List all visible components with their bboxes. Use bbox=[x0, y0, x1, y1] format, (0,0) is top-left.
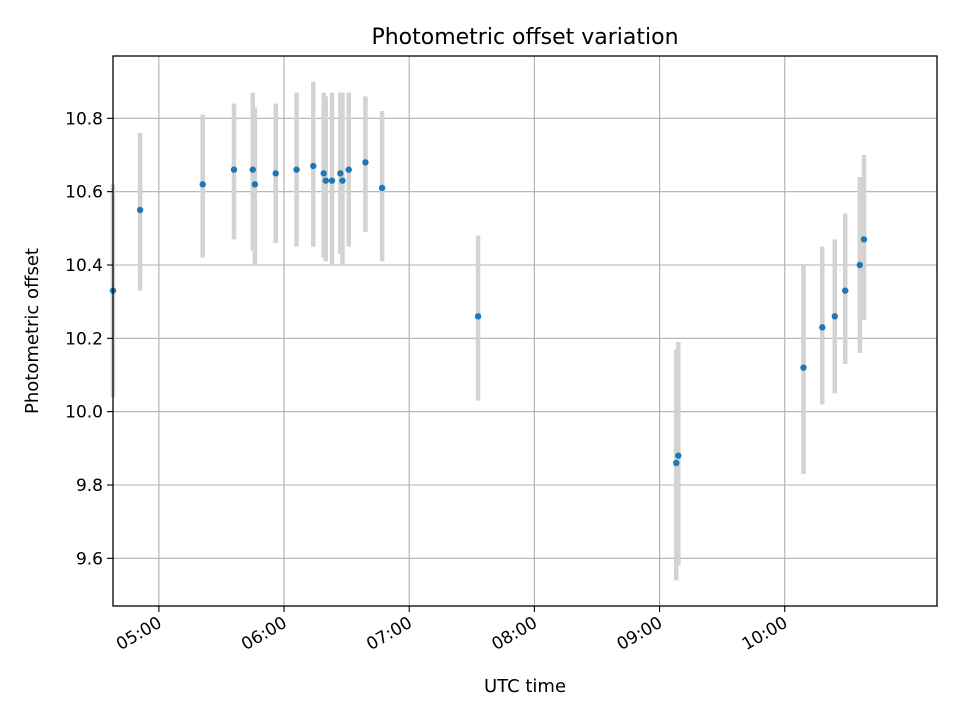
chart-title: Photometric offset variation bbox=[371, 25, 678, 50]
y-tick-label: 9.8 bbox=[76, 476, 103, 496]
data-point bbox=[272, 170, 279, 177]
y-axis-ticks: 9.6 9.8 10.0 10.2 10.4 10.6 10.8 bbox=[65, 109, 113, 569]
y-tick-label: 9.6 bbox=[76, 549, 103, 569]
y-tick-label: 10.0 bbox=[65, 403, 103, 423]
data-point bbox=[345, 166, 352, 173]
data-point bbox=[328, 177, 336, 184]
y-tick-label: 10.2 bbox=[65, 329, 103, 349]
y-axis-label: Photometric offset bbox=[22, 248, 43, 414]
data-point bbox=[362, 159, 369, 166]
data-point bbox=[842, 287, 849, 294]
data-point bbox=[249, 166, 256, 173]
data-point bbox=[136, 206, 144, 214]
data-point bbox=[337, 170, 344, 177]
y-tick-label: 10.6 bbox=[65, 183, 103, 203]
grid-lines bbox=[113, 56, 937, 606]
data-point bbox=[230, 166, 238, 173]
y-tick-label: 10.4 bbox=[65, 256, 103, 276]
data-point bbox=[819, 324, 826, 331]
data-point bbox=[673, 459, 680, 467]
data-point bbox=[474, 313, 482, 320]
data-point bbox=[310, 162, 317, 170]
data-point bbox=[339, 177, 346, 184]
data-point bbox=[856, 261, 864, 269]
data-point bbox=[860, 236, 868, 243]
plot-area-frame bbox=[112, 55, 938, 607]
data-points bbox=[109, 159, 868, 467]
data-point bbox=[320, 170, 327, 177]
data-point bbox=[199, 181, 206, 188]
y-tick-label: 10.8 bbox=[65, 109, 103, 129]
data-point bbox=[675, 452, 682, 459]
data-point bbox=[800, 364, 807, 371]
data-point bbox=[831, 313, 838, 320]
data-point bbox=[251, 181, 259, 188]
data-point bbox=[322, 177, 329, 184]
data-point bbox=[293, 166, 300, 173]
data-point bbox=[378, 184, 386, 192]
x-axis-label: UTC time bbox=[484, 676, 566, 697]
